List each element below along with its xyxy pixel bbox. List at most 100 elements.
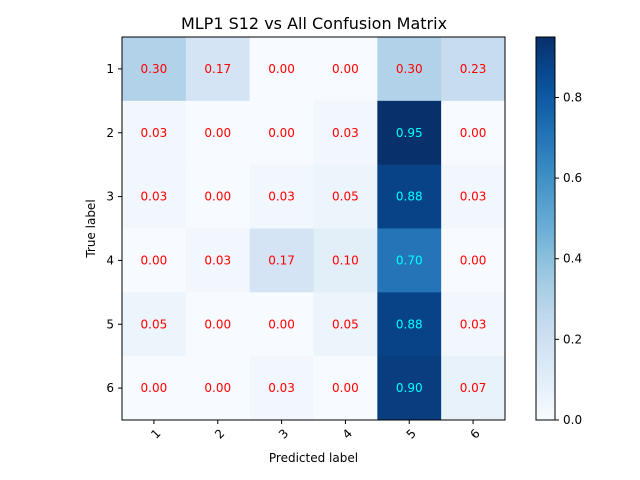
- cell-value-label: 0.05: [141, 317, 168, 331]
- cell-value-label: 0.88: [396, 190, 423, 204]
- heatmap-cell: [122, 164, 187, 229]
- heatmap-cell: [122, 292, 187, 357]
- cell-value-label: 0.03: [268, 381, 295, 395]
- heatmap-cell: [122, 228, 187, 293]
- heatmap-cell: [185, 228, 250, 293]
- heatmap-cell: [249, 100, 314, 165]
- y-tick-label: 1: [106, 62, 114, 76]
- heatmap-cell: [249, 164, 314, 229]
- chart-title: MLP1 S12 vs All Confusion Matrix: [181, 14, 447, 33]
- heatmap-cell: [313, 356, 378, 421]
- heatmap-cell: [441, 292, 506, 357]
- colorbar-ticks: 0.0 0.2 0.4 0.6 0.8: [555, 90, 582, 427]
- x-axis-label: Predicted label: [269, 451, 358, 465]
- heatmap-cell: [249, 37, 314, 102]
- heatmap-cell: [249, 356, 314, 421]
- heatmap-cell: [122, 100, 187, 165]
- cell-value-label: 0.90: [396, 381, 423, 395]
- heatmap-cells: [122, 37, 506, 421]
- x-tick-label: 5: [404, 426, 419, 441]
- x-tick-label: 3: [276, 426, 291, 441]
- x-tick-label: 2: [212, 426, 227, 441]
- x-tick-label: 6: [467, 426, 482, 441]
- cell-value-label: 0.00: [204, 190, 231, 204]
- cell-value-label: 0.70: [396, 253, 423, 267]
- cell-value-label: 0.00: [460, 253, 487, 267]
- heatmap-cell: [313, 37, 378, 102]
- heatmap-cell: [377, 228, 442, 293]
- heatmap-cell: [313, 100, 378, 165]
- y-tick-label: 3: [106, 190, 114, 204]
- colorbar-tick-label: 0.0: [563, 413, 582, 427]
- cell-value-label: 0.00: [204, 126, 231, 140]
- y-tick-label: 2: [106, 126, 114, 140]
- cell-value-label: 0.00: [332, 381, 359, 395]
- cell-value-label: 0.17: [268, 253, 295, 267]
- heatmap-cell: [185, 356, 250, 421]
- cell-value-label: 0.03: [141, 190, 168, 204]
- cell-value-label: 0.07: [460, 381, 487, 395]
- cell-value-label: 0.00: [332, 62, 359, 76]
- heatmap-cell: [441, 228, 506, 293]
- heatmap-cell: [377, 292, 442, 357]
- heatmap-cell: [313, 228, 378, 293]
- heatmap-cell: [313, 292, 378, 357]
- heatmap-cell: [441, 37, 506, 102]
- x-tick-label: 1: [148, 426, 163, 441]
- heatmap-cell: [377, 164, 442, 229]
- heatmap-cell-labels: 0.30 0.17 0.00 0.00 0.30 0.23 0.03 0.00 0.00 0.03…: [141, 62, 487, 395]
- heatmap-cell: [377, 37, 442, 102]
- cell-value-label: 0.30: [396, 62, 423, 76]
- colorbar-tick-label: 0.8: [563, 90, 582, 104]
- heatmap-cell: [377, 100, 442, 165]
- plot-frame: [121, 36, 506, 421]
- cell-value-label: 0.03: [332, 126, 359, 140]
- heatmap-cell: [441, 164, 506, 229]
- cell-value-label: 0.00: [141, 253, 168, 267]
- cell-value-label: 0.95: [396, 126, 423, 140]
- heatmap-cell: [185, 100, 250, 165]
- cell-value-label: 0.00: [268, 62, 295, 76]
- cell-value-label: 0.03: [460, 190, 487, 204]
- cell-value-label: 0.03: [204, 253, 231, 267]
- y-axis-label: True label: [84, 199, 98, 258]
- heatmap-cell: [313, 164, 378, 229]
- cell-value-label: 0.00: [460, 126, 487, 140]
- y-axis-ticks: 1 2 3 4 5 6: [106, 62, 122, 395]
- cell-value-label: 0.30: [141, 62, 168, 76]
- heatmap-cell: [441, 356, 506, 421]
- cell-value-label: 0.00: [204, 381, 231, 395]
- heatmap-cell: [377, 356, 442, 421]
- cell-value-label: 0.10: [332, 253, 359, 267]
- cell-value-label: 0.03: [460, 317, 487, 331]
- cell-value-label: 0.23: [460, 62, 487, 76]
- heatmap-cell: [249, 292, 314, 357]
- colorbar-tick-label: 0.2: [563, 332, 582, 346]
- colorbar-tick-label: 0.6: [563, 171, 582, 185]
- colorbar: [535, 36, 556, 421]
- x-axis-ticks: 1 2 3 4 5 6: [148, 420, 483, 442]
- cell-value-label: 0.05: [332, 317, 359, 331]
- heatmap-cell: [185, 37, 250, 102]
- cell-value-label: 0.88: [396, 317, 423, 331]
- y-tick-label: 5: [106, 317, 114, 331]
- cell-value-label: 0.00: [268, 317, 295, 331]
- heatmap-cell: [185, 292, 250, 357]
- cell-value-label: 0.00: [141, 381, 168, 395]
- cell-value-label: 0.17: [204, 62, 231, 76]
- cell-value-label: 0.03: [141, 126, 168, 140]
- cell-value-label: 0.05: [332, 190, 359, 204]
- heatmap-cell: [249, 228, 314, 293]
- cell-value-label: 0.00: [204, 317, 231, 331]
- y-tick-label: 6: [106, 381, 114, 395]
- cell-value-label: 0.03: [268, 190, 295, 204]
- heatmap-cell: [122, 37, 187, 102]
- colorbar-tick-label: 0.4: [563, 252, 582, 266]
- y-tick-label: 4: [106, 253, 114, 267]
- heatmap-cell: [122, 356, 187, 421]
- cell-value-label: 0.00: [268, 126, 295, 140]
- x-tick-label: 4: [340, 426, 355, 441]
- heatmap-cell: [441, 100, 506, 165]
